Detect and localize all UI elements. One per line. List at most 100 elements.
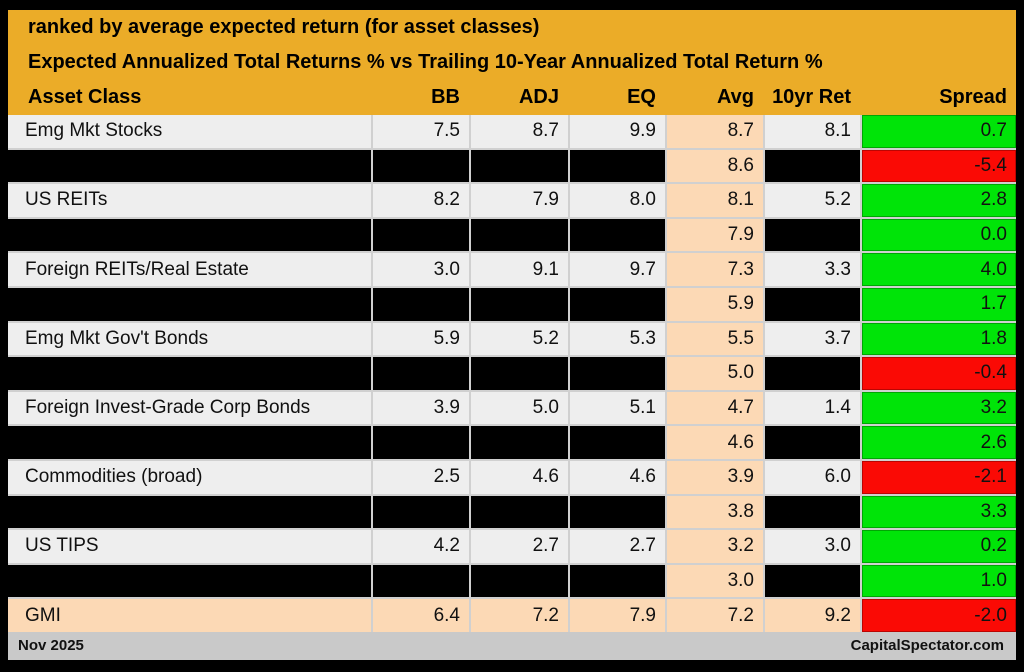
spread-cell: 2.8 bbox=[862, 184, 1016, 217]
avg-cell: 3.0 bbox=[667, 564, 763, 598]
asset-class-cell: US TIPS bbox=[8, 530, 371, 563]
bb-cell: 5.9 bbox=[373, 322, 469, 356]
eq-cell bbox=[570, 357, 665, 390]
column-header-spread: Spread bbox=[939, 86, 1007, 108]
asset-class-cell: Commodities (broad) bbox=[8, 460, 371, 494]
10yr-ret-cell bbox=[765, 357, 860, 390]
10yr-ret-cell bbox=[765, 149, 860, 183]
adj-cell bbox=[471, 357, 568, 390]
avg-cell: 5.9 bbox=[667, 287, 763, 321]
10yr-ret-cell: 3.3 bbox=[765, 253, 860, 286]
eq-cell: 9.9 bbox=[570, 115, 665, 148]
column-header-row: Asset Class BB ADJ EQ Avg 10yr Ret Sprea… bbox=[8, 80, 1016, 115]
bb-cell: 6.4 bbox=[373, 599, 469, 632]
avg-cell: 5.0 bbox=[667, 357, 763, 390]
asset-class-cell bbox=[8, 564, 371, 598]
avg-cell: 4.7 bbox=[667, 391, 763, 425]
adj-cell bbox=[471, 218, 568, 252]
adj-cell: 9.1 bbox=[471, 253, 568, 286]
10yr-ret-cell: 3.7 bbox=[765, 322, 860, 356]
eq-cell: 7.9 bbox=[570, 599, 665, 632]
bb-cell: 7.5 bbox=[373, 115, 469, 148]
page-title: ranked by average expected return (for a… bbox=[28, 16, 540, 38]
table-frame: ranked by average expected return (for a… bbox=[8, 10, 1016, 660]
spread-cell: -0.4 bbox=[862, 357, 1016, 390]
spread-cell: 0.0 bbox=[862, 218, 1016, 252]
adj-cell bbox=[471, 426, 568, 459]
adj-cell: 8.7 bbox=[471, 115, 568, 148]
asset-class-cell: GMI bbox=[8, 599, 371, 632]
adj-cell: 7.2 bbox=[471, 599, 568, 632]
spread-cell: 2.6 bbox=[862, 426, 1016, 459]
avg-cell: 8.7 bbox=[667, 115, 763, 148]
data-table: Emg Mkt Stocks 7.5 8.7 9.9 8.7 8.1 0.7 8.6 -5.4 U… bbox=[8, 115, 1016, 632]
adj-cell: 7.9 bbox=[471, 184, 568, 217]
column-header-avg: Avg bbox=[716, 86, 754, 108]
10yr-ret-cell bbox=[765, 287, 860, 321]
eq-cell bbox=[570, 149, 665, 183]
10yr-ret-cell: 6.0 bbox=[765, 460, 860, 494]
10yr-ret-cell: 5.2 bbox=[765, 184, 860, 217]
avg-cell: 3.8 bbox=[667, 495, 763, 529]
adj-cell bbox=[471, 149, 568, 183]
table-footer: Nov 2025 CapitalSpectator.com bbox=[8, 631, 1016, 660]
asset-class-cell bbox=[8, 426, 371, 459]
asset-class-cell: Foreign Invest-Grade Corp Bonds bbox=[8, 391, 371, 425]
asset-class-cell: US REITs bbox=[8, 184, 371, 217]
spread-cell: 3.2 bbox=[862, 391, 1016, 425]
avg-cell: 3.2 bbox=[667, 530, 763, 563]
eq-cell bbox=[570, 564, 665, 598]
asset-class-cell bbox=[8, 495, 371, 529]
page-subtitle: Expected Annualized Total Returns % vs T… bbox=[28, 51, 823, 73]
spread-cell: -2.0 bbox=[862, 599, 1016, 632]
adj-cell bbox=[471, 495, 568, 529]
10yr-ret-cell bbox=[765, 564, 860, 598]
adj-cell: 2.7 bbox=[471, 530, 568, 563]
spread-cell: 4.0 bbox=[862, 253, 1016, 286]
bb-cell: 4.2 bbox=[373, 530, 469, 563]
avg-cell: 7.2 bbox=[667, 599, 763, 632]
column-header-eq: EQ bbox=[627, 86, 656, 108]
asset-class-cell: Emg Mkt Gov't Bonds bbox=[8, 322, 371, 356]
eq-cell: 2.7 bbox=[570, 530, 665, 563]
column-header-adj: ADJ bbox=[518, 86, 559, 108]
bb-cell bbox=[373, 495, 469, 529]
avg-cell: 8.1 bbox=[667, 184, 763, 217]
eq-cell bbox=[570, 287, 665, 321]
10yr-ret-cell bbox=[765, 426, 860, 459]
asset-class-cell bbox=[8, 218, 371, 252]
avg-cell: 8.6 bbox=[667, 149, 763, 183]
date-label: Nov 2025 bbox=[18, 637, 84, 655]
asset-class-cell bbox=[8, 357, 371, 390]
eq-cell: 5.3 bbox=[570, 322, 665, 356]
10yr-ret-cell: 3.0 bbox=[765, 530, 860, 563]
adj-cell bbox=[471, 564, 568, 598]
bb-cell: 8.2 bbox=[373, 184, 469, 217]
spread-cell: 0.2 bbox=[862, 530, 1016, 563]
adj-cell bbox=[471, 287, 568, 321]
avg-cell: 3.9 bbox=[667, 460, 763, 494]
10yr-ret-cell bbox=[765, 495, 860, 529]
spread-cell: -2.1 bbox=[862, 460, 1016, 494]
eq-cell: 5.1 bbox=[570, 391, 665, 425]
avg-cell: 7.9 bbox=[667, 218, 763, 252]
eq-cell: 9.7 bbox=[570, 253, 665, 286]
asset-class-cell: Foreign REITs/Real Estate bbox=[8, 253, 371, 286]
10yr-ret-cell: 9.2 bbox=[765, 599, 860, 632]
10yr-ret-cell: 1.4 bbox=[765, 391, 860, 425]
eq-cell: 4.6 bbox=[570, 460, 665, 494]
adj-cell: 5.2 bbox=[471, 322, 568, 356]
bb-cell: 3.0 bbox=[373, 253, 469, 286]
avg-cell: 5.5 bbox=[667, 322, 763, 356]
asset-class-cell bbox=[8, 287, 371, 321]
column-header-asset-class: Asset Class bbox=[28, 86, 142, 108]
adj-cell: 4.6 bbox=[471, 460, 568, 494]
bb-cell: 2.5 bbox=[373, 460, 469, 494]
asset-class-cell: Emg Mkt Stocks bbox=[8, 115, 371, 148]
avg-cell: 7.3 bbox=[667, 253, 763, 286]
eq-cell bbox=[570, 426, 665, 459]
table-header: ranked by average expected return (for a… bbox=[8, 10, 1016, 115]
10yr-ret-cell bbox=[765, 218, 860, 252]
spread-cell: 0.7 bbox=[862, 115, 1016, 148]
bb-cell bbox=[373, 564, 469, 598]
